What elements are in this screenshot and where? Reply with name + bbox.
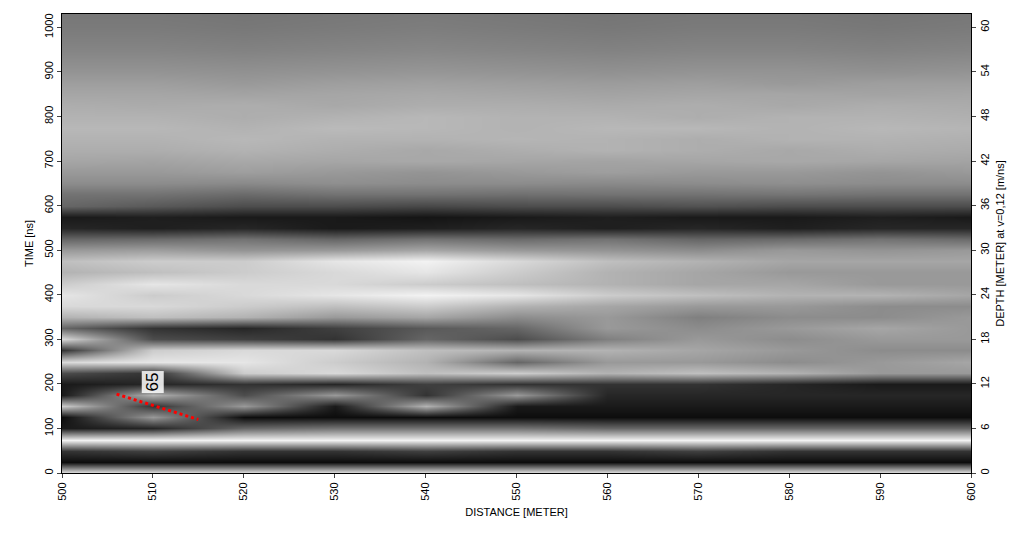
svg-text:300: 300 bbox=[43, 328, 55, 346]
svg-text:560: 560 bbox=[601, 482, 613, 500]
svg-text:TIME [ns]: TIME [ns] bbox=[23, 220, 35, 267]
svg-text:600: 600 bbox=[965, 482, 977, 500]
svg-text:36: 36 bbox=[979, 198, 991, 210]
svg-text:500: 500 bbox=[43, 239, 55, 257]
svg-text:520: 520 bbox=[237, 482, 249, 500]
svg-text:900: 900 bbox=[43, 61, 55, 79]
svg-text:530: 530 bbox=[328, 482, 340, 500]
svg-text:400: 400 bbox=[43, 284, 55, 302]
svg-text:54: 54 bbox=[979, 64, 991, 76]
svg-text:100: 100 bbox=[43, 418, 55, 436]
svg-text:540: 540 bbox=[419, 482, 431, 500]
svg-text:600: 600 bbox=[43, 195, 55, 213]
svg-text:24: 24 bbox=[979, 287, 991, 299]
svg-text:DEPTH [METER] at v=0,12 [m/ns]: DEPTH [METER] at v=0,12 [m/ns] bbox=[994, 160, 1006, 327]
svg-text:48: 48 bbox=[979, 109, 991, 121]
svg-text:800: 800 bbox=[43, 106, 55, 124]
svg-text:200: 200 bbox=[43, 373, 55, 391]
svg-text:590: 590 bbox=[874, 482, 886, 500]
svg-text:550: 550 bbox=[510, 482, 522, 500]
svg-text:65: 65 bbox=[143, 373, 162, 392]
svg-text:6: 6 bbox=[979, 424, 991, 430]
svg-text:30: 30 bbox=[979, 242, 991, 254]
svg-text:0: 0 bbox=[979, 468, 991, 474]
svg-text:12: 12 bbox=[979, 376, 991, 388]
svg-text:60: 60 bbox=[979, 20, 991, 32]
svg-text:DISTANCE [METER]: DISTANCE [METER] bbox=[465, 506, 567, 518]
svg-text:0: 0 bbox=[43, 468, 55, 474]
svg-text:1000: 1000 bbox=[43, 13, 55, 37]
svg-text:500: 500 bbox=[56, 482, 68, 500]
svg-text:42: 42 bbox=[979, 153, 991, 165]
svg-text:700: 700 bbox=[43, 150, 55, 168]
svg-text:510: 510 bbox=[146, 482, 158, 500]
svg-text:18: 18 bbox=[979, 332, 991, 344]
svg-text:570: 570 bbox=[692, 482, 704, 500]
svg-text:580: 580 bbox=[783, 482, 795, 500]
